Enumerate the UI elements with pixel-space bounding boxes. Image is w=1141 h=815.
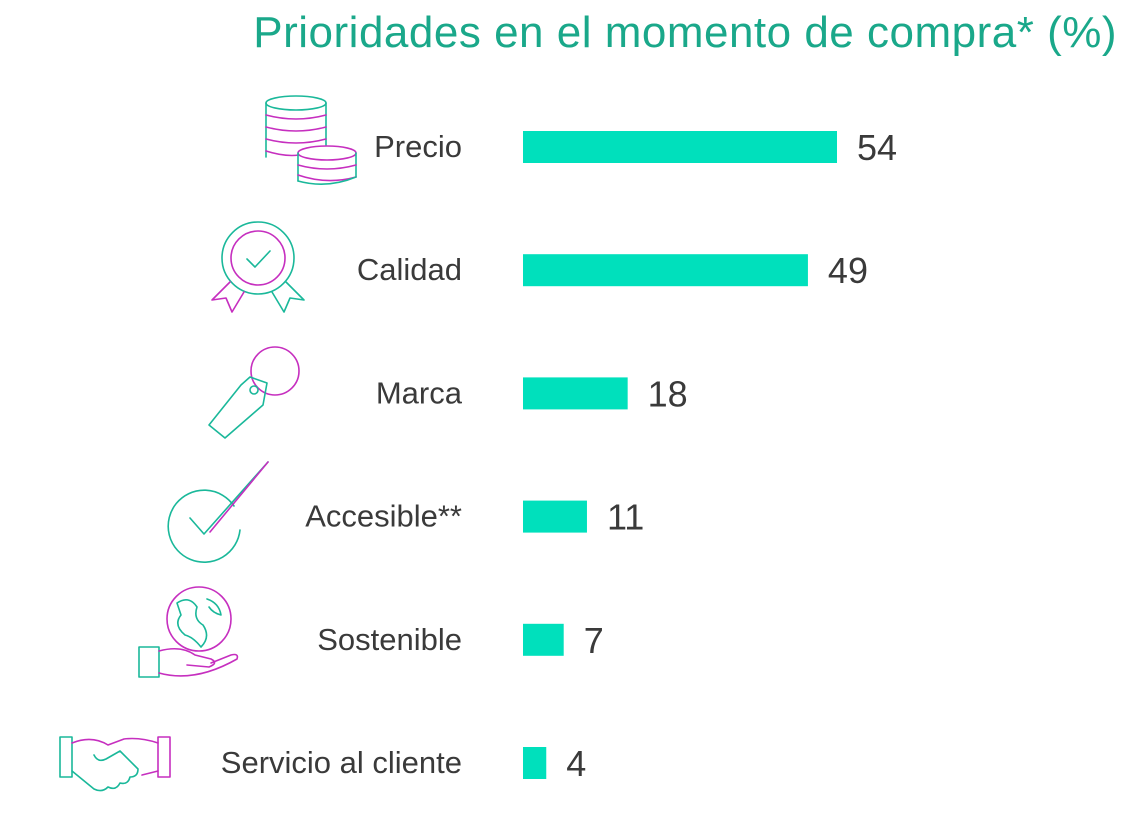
bar (523, 747, 547, 779)
category-icons (59, 95, 357, 792)
bar-row: Marca 18 (376, 373, 688, 414)
checkmark-icon (167, 461, 269, 563)
chart-rows: Precio 54 Calidad 49 Marca 18 Accesible** 11 Sos… (221, 127, 897, 784)
bar-row: Precio 54 (374, 127, 897, 168)
bar-row: Accesible** 11 (305, 497, 644, 538)
bar-row: Calidad 49 (357, 250, 868, 291)
bar-row: Sostenible 7 (317, 620, 604, 661)
bar (523, 131, 837, 163)
category-label: Sostenible (317, 622, 462, 657)
value-label: 4 (566, 743, 586, 784)
value-label: 54 (857, 127, 897, 168)
category-label: Servicio al cliente (221, 745, 462, 780)
bar (523, 377, 628, 410)
award-badge-icon (211, 221, 305, 313)
bar (523, 500, 587, 533)
bar (523, 623, 564, 656)
chart-title: Prioridades en el momento de compra* (%) (253, 8, 1117, 57)
value-label: 7 (584, 620, 604, 661)
price-tag-icon (208, 346, 300, 439)
value-label: 49 (828, 250, 868, 291)
category-label: Marca (376, 375, 463, 410)
category-label: Precio (374, 129, 462, 164)
value-label: 11 (607, 497, 644, 538)
bar-row: Servicio al cliente 4 (221, 743, 587, 784)
coins-icon (265, 95, 357, 185)
value-label: 18 (648, 373, 688, 414)
category-label: Calidad (357, 252, 462, 287)
category-label: Accesible** (305, 499, 462, 534)
globe-in-hand-icon (138, 586, 239, 678)
bar (523, 254, 808, 287)
handshake-icon (59, 736, 171, 792)
